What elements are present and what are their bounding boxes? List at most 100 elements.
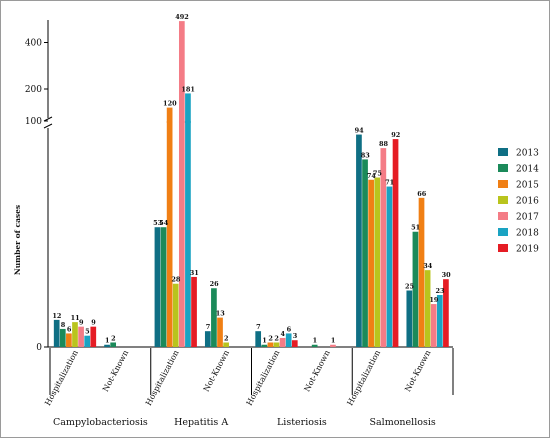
data-label: 34	[423, 262, 433, 270]
data-label: 51	[411, 224, 420, 232]
x-group-label: Listeriosis	[277, 417, 327, 428]
legend-label: 2013	[516, 149, 539, 159]
bar	[72, 322, 78, 347]
legend-label: 2019	[516, 245, 539, 255]
bar	[178, 21, 185, 123]
bar	[255, 331, 262, 347]
bar	[291, 340, 298, 347]
bar	[53, 319, 60, 347]
bar	[261, 344, 268, 347]
data-label: 6	[67, 325, 72, 333]
bar	[443, 279, 449, 347]
y-tick-label: 400	[25, 39, 42, 49]
legend-label: 2017	[516, 213, 539, 223]
bar	[191, 276, 197, 347]
bar	[217, 317, 223, 347]
bar	[406, 290, 413, 347]
bar	[185, 93, 191, 123]
bar	[374, 177, 381, 347]
bar	[330, 344, 336, 347]
data-label: 1	[262, 337, 267, 345]
data-label: 12	[52, 312, 61, 320]
bar	[418, 197, 425, 347]
bar	[285, 333, 292, 347]
legend-label: 2016	[516, 197, 539, 207]
data-label: 181	[181, 85, 195, 93]
x-subcategory-label: Not-Known	[403, 349, 432, 394]
legend-swatch	[498, 180, 508, 188]
data-label: 92	[391, 131, 400, 139]
data-label: 5	[85, 328, 90, 336]
bar	[185, 121, 191, 347]
data-label: 7	[256, 323, 261, 331]
axis-break-mark	[43, 123, 53, 129]
x-subcategory-label: Not-Known	[302, 349, 331, 394]
data-label: 54	[159, 219, 169, 227]
bar	[267, 342, 274, 347]
bar	[66, 333, 72, 347]
legend-swatch	[498, 212, 508, 220]
legend: 2013 2014 2015 2016 2017 2018 2019	[498, 148, 539, 255]
bar	[368, 179, 374, 347]
data-label: 8	[61, 321, 66, 329]
data-label: 53	[153, 219, 163, 227]
data-label: 66	[417, 190, 427, 198]
data-label: 2	[224, 334, 229, 342]
bar	[273, 342, 280, 347]
data-label: 2	[268, 334, 273, 342]
bar	[223, 342, 229, 347]
data-label: 19	[429, 296, 439, 304]
bars	[53, 21, 449, 347]
data-label: 25	[405, 283, 415, 291]
bar	[160, 227, 167, 347]
bar	[412, 231, 419, 347]
legend-swatch	[498, 148, 508, 156]
data-label: 1	[105, 337, 110, 345]
data-label: 492	[175, 13, 189, 21]
data-label: 9	[91, 319, 96, 327]
bar	[356, 134, 362, 347]
bar	[59, 328, 66, 347]
x-subcategory-label: Not-Known	[101, 349, 130, 394]
bar	[166, 107, 173, 123]
data-label: 11	[71, 314, 80, 322]
data-label: 28	[171, 276, 181, 284]
data-label: 1	[331, 337, 336, 345]
legend-swatch	[498, 228, 508, 236]
data-label: 3	[293, 332, 298, 340]
data-label: 9	[79, 319, 84, 327]
data-label: 74	[367, 172, 377, 180]
bar	[211, 288, 217, 347]
bar	[362, 159, 368, 347]
bar	[172, 283, 179, 347]
legend-label: 2014	[516, 165, 539, 175]
bar	[178, 121, 185, 347]
legend-swatch	[498, 244, 508, 252]
data-label: 120	[163, 100, 177, 108]
bar	[104, 344, 110, 347]
bar	[166, 121, 173, 347]
data-label: 26	[210, 280, 220, 288]
legend-label: 2015	[516, 181, 539, 191]
data-label: 4	[281, 330, 286, 338]
bar	[436, 295, 443, 347]
axis-break-mark	[43, 116, 53, 122]
bar	[90, 326, 97, 347]
x-group-label: Campylobacteriosis	[53, 417, 148, 428]
data-label: 71	[385, 179, 394, 187]
bar	[84, 335, 91, 347]
legend-swatch	[498, 196, 508, 204]
bar	[204, 331, 211, 347]
legend-swatch	[498, 164, 508, 172]
legend-label: 2018	[516, 229, 539, 239]
x-subcategory-label: Hospitalization	[144, 349, 181, 407]
x-subcategory-label: Hospitalization	[345, 349, 382, 407]
data-label: 13	[216, 310, 226, 318]
bar	[279, 337, 286, 347]
data-label: 31	[190, 269, 199, 277]
y-tick-label: 200	[25, 85, 42, 95]
bar	[380, 148, 387, 347]
data-label: 1	[313, 337, 318, 345]
data-label: 23	[435, 287, 445, 295]
